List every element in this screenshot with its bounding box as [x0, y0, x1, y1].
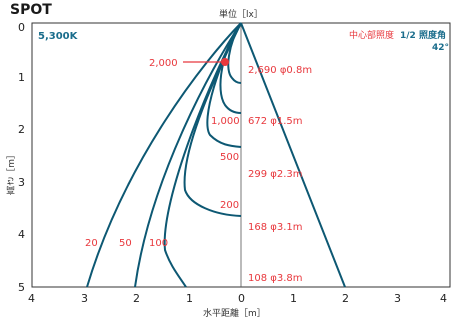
center-reading-4m: 168 φ3.1m — [248, 222, 303, 233]
y-tick-4: 4 — [18, 228, 25, 241]
x-tick-right-4: 4 — [440, 292, 447, 305]
isolux-label-500: 500 — [220, 152, 239, 163]
y-tick-5: 5 — [18, 281, 25, 294]
x-tick-left-3: 3 — [81, 292, 88, 305]
half-angle-value: 42° — [432, 43, 449, 53]
x-tick-left-2: 2 — [133, 292, 140, 305]
isolux-label-20: 20 — [85, 238, 98, 249]
center-reading-3m: 299 φ2.3m — [248, 169, 303, 180]
beam-edge-line — [240, 22, 346, 288]
center-reading-2m: 672 φ1.5m — [248, 116, 303, 127]
isolux-label-200: 200 — [220, 200, 239, 211]
isolux-label-100: 100 — [149, 238, 168, 249]
x-tick-left-1: 1 — [186, 292, 193, 305]
isolux-curve-100 — [163, 22, 242, 288]
y-tick-3: 3 — [18, 176, 25, 189]
x-tick-center-0: 0 — [238, 292, 245, 305]
point-marker — [221, 58, 229, 66]
x-tick-right-1: 1 — [290, 292, 297, 305]
unit-label: 単位［lx］ — [219, 10, 263, 20]
color-temperature: 5,300K — [38, 31, 79, 42]
isolux-curve-50 — [134, 22, 242, 288]
y-tick-1: 1 — [18, 71, 25, 84]
isolux-label-1000: 1,000 — [211, 116, 240, 127]
isolux-curves — [86, 22, 242, 288]
half-angle-header: 1/2 照度角 — [400, 29, 446, 41]
x-tick-right-3: 3 — [394, 292, 401, 305]
center-illuminance-header: 中心部照度 — [349, 29, 394, 41]
isolux-curve-20 — [86, 22, 242, 288]
isolux-curve-1000 — [219, 22, 242, 114]
center-reading-5m: 108 φ3.8m — [248, 273, 303, 284]
x-tick-right-2: 2 — [342, 292, 349, 305]
y-tick-0: 0 — [18, 21, 25, 34]
center-reading-1m: 2,690 φ0.8m — [248, 65, 312, 76]
chart-title: SPOT — [10, 2, 52, 18]
x-axis-label: 水平距離［m］ — [203, 309, 266, 319]
point-label: 2,000 — [149, 58, 178, 69]
isolux-curve-2000 — [227, 22, 242, 84]
x-tick-left-4: 4 — [28, 292, 35, 305]
isolux-label-50: 50 — [119, 238, 132, 249]
y-tick-2: 2 — [18, 123, 25, 136]
